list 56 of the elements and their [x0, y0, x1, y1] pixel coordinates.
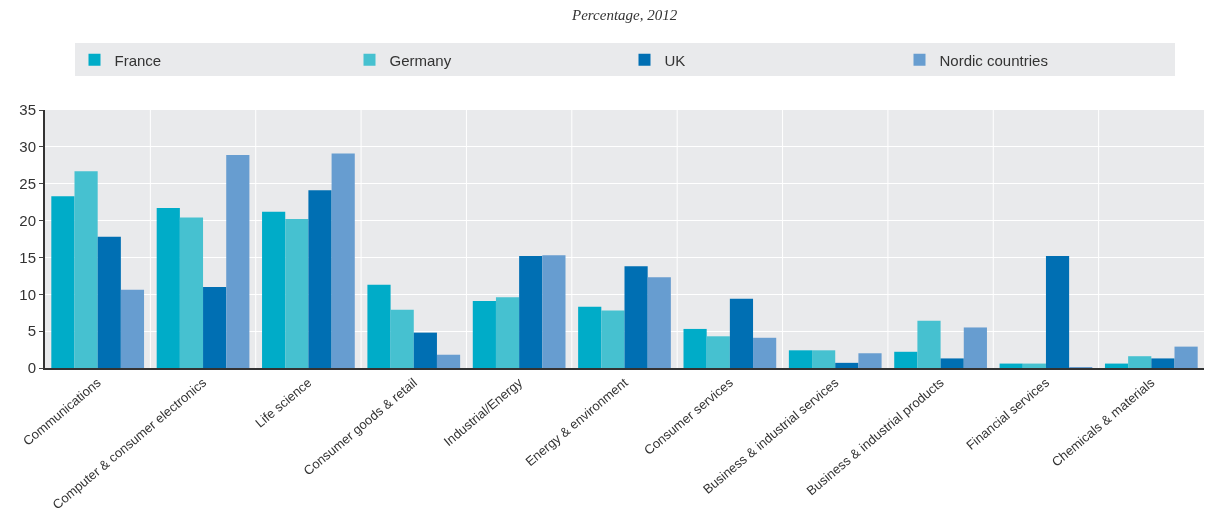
bar [413, 332, 437, 368]
bar [578, 306, 602, 368]
bar [262, 211, 286, 368]
bar [1045, 255, 1070, 368]
bar [835, 362, 859, 368]
bar [1022, 363, 1046, 368]
y-tick-label: 15 [19, 248, 36, 266]
bar [601, 310, 625, 368]
bar [624, 266, 648, 368]
bar [51, 196, 75, 368]
bar [788, 350, 813, 368]
legend-label: France [114, 51, 162, 69]
bar [1151, 358, 1175, 368]
bar [226, 154, 250, 368]
bar [436, 354, 461, 368]
y-tick-label: 30 [19, 138, 36, 156]
bar [999, 363, 1023, 368]
bar [120, 289, 145, 368]
y-tick-label: 5 [27, 322, 36, 340]
bar [683, 328, 707, 368]
bar [203, 286, 227, 368]
bar [179, 217, 204, 368]
y-tick-label: 20 [19, 211, 36, 229]
bar [331, 153, 355, 368]
bar [647, 277, 671, 368]
bar [390, 309, 414, 368]
bar [706, 336, 730, 368]
bar [367, 284, 391, 368]
bar [1128, 356, 1152, 368]
y-tick-label: 10 [19, 285, 36, 303]
bar [753, 337, 777, 368]
bar [858, 353, 882, 368]
legend-label: Nordic countries [939, 51, 1048, 69]
bar [1174, 346, 1198, 368]
bar [894, 351, 918, 368]
bar [97, 236, 121, 368]
legend-label: Germany [389, 51, 452, 69]
bar [519, 255, 543, 368]
y-tick-label: 35 [19, 101, 36, 119]
bar [812, 350, 836, 368]
bar [729, 298, 754, 368]
bar [472, 300, 496, 368]
bar [917, 320, 941, 368]
chart-subtitle: Percentage, 2012 [571, 7, 678, 23]
y-tick-label: 0 [27, 359, 36, 377]
bar [308, 190, 332, 368]
bar [1104, 363, 1129, 368]
legend-label: UK [664, 51, 686, 69]
bar [74, 171, 98, 368]
bar [156, 208, 180, 368]
bar [542, 255, 566, 368]
bar [285, 219, 309, 368]
bar [495, 297, 520, 368]
y-tick-label: 25 [19, 174, 36, 192]
bar [940, 358, 964, 368]
bar [963, 327, 987, 368]
